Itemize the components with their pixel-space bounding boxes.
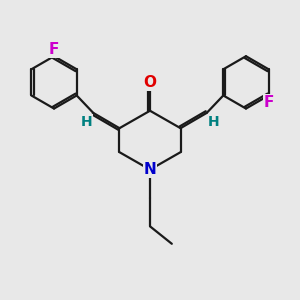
Text: H: H xyxy=(207,115,219,129)
Text: N: N xyxy=(144,162,156,177)
Text: H: H xyxy=(81,115,93,129)
Text: O: O xyxy=(143,75,157,90)
Text: F: F xyxy=(263,94,274,110)
Text: F: F xyxy=(49,42,59,57)
